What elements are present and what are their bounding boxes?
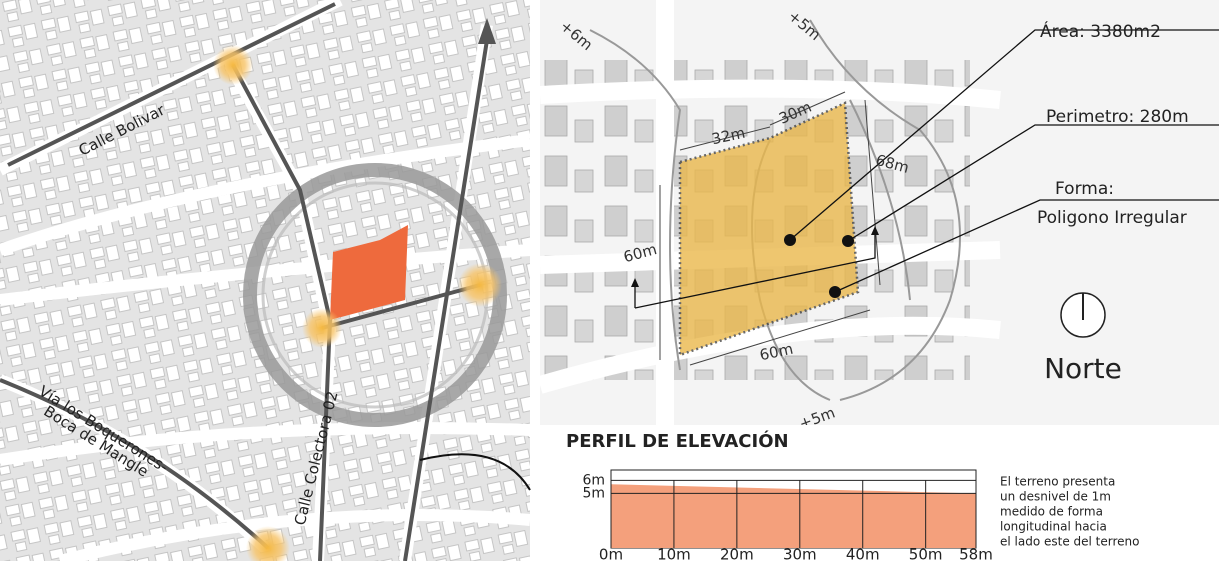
- area-label: Área: 3380m2: [1040, 20, 1161, 42]
- north-label: Norte: [1044, 352, 1122, 385]
- site-plan: +6m +5m +5m 32m 30m 68m 60m 60m Área: 33…: [537, 0, 1219, 433]
- x-tick-label: 0m: [599, 546, 623, 561]
- chart-title: PERFIL DE ELEVACIÓN: [566, 430, 789, 452]
- x-tick-label: 20m: [720, 546, 754, 561]
- perimeter-label: Perimetro: 280m: [1046, 107, 1189, 127]
- annotation-line: El terreno presenta: [1000, 475, 1115, 489]
- y-tick-label: 6m: [582, 472, 605, 488]
- x-tick-label: 58m: [959, 546, 993, 561]
- x-tick-label: 40m: [846, 546, 880, 561]
- location-map: Calle Bolivar Vía los Boquerones- Boca d…: [0, 0, 531, 561]
- annotation-line: medido de forma: [1000, 505, 1103, 519]
- shape-label: Poligono Irregular: [1037, 208, 1187, 228]
- x-tick-label: 30m: [783, 546, 817, 561]
- x-tick-label: 50m: [909, 546, 943, 561]
- area: [611, 484, 976, 548]
- annotation-line: un desnivel de 1m: [1000, 490, 1111, 504]
- shape-label: Forma:: [1055, 179, 1114, 199]
- y-tick-label: 5m: [582, 485, 605, 501]
- annotation-line: el lado este del terreno: [1000, 535, 1140, 549]
- annotation-line: longitudinal hacia: [1000, 520, 1107, 534]
- x-tick-label: 10m: [657, 546, 691, 561]
